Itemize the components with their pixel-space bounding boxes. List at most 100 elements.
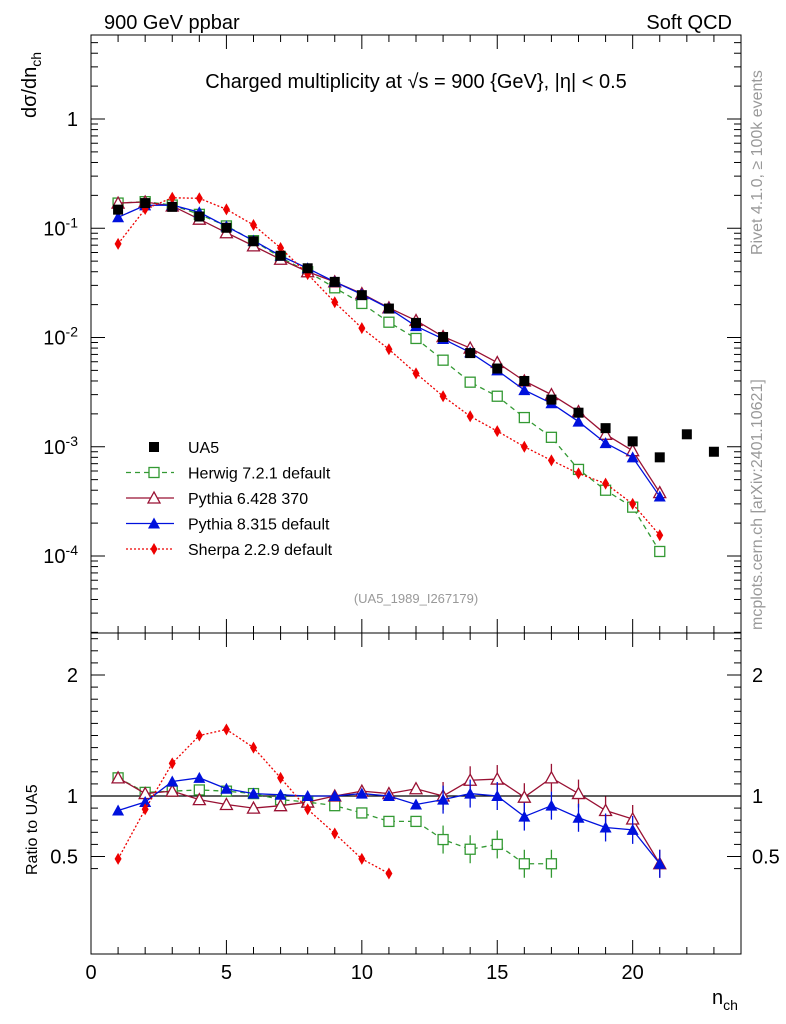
data-point	[439, 390, 447, 403]
data-point	[250, 219, 257, 232]
data-point	[656, 529, 664, 542]
data-point	[437, 354, 449, 366]
ratio-point	[653, 857, 666, 869]
legend-item: Sherpa 2.2.9 default	[126, 542, 333, 559]
ratio-point	[112, 804, 125, 816]
data-point	[383, 316, 395, 328]
data-point	[248, 236, 259, 247]
ratio-point	[139, 796, 152, 808]
ratio-point	[304, 803, 312, 816]
ratio-point	[518, 858, 530, 870]
ratio-point	[247, 787, 260, 799]
legend-marker	[148, 517, 160, 529]
data-point	[493, 425, 501, 438]
data-point	[491, 390, 503, 402]
data-point	[626, 451, 639, 463]
data-point	[466, 410, 474, 423]
data-point	[600, 423, 611, 434]
data-point	[653, 490, 666, 502]
ratio-point	[165, 783, 180, 797]
ratio-y-tick-label-right: 0.5	[752, 847, 780, 869]
y-tick-label: 10-2	[43, 324, 78, 350]
data-point	[331, 296, 339, 309]
ratio-point	[329, 800, 341, 812]
ratio-herwig-7-2-1-default	[112, 772, 558, 878]
main-plot-data	[110, 191, 719, 558]
ratio-point	[572, 811, 585, 823]
ratio-y-tick-label: 0.5	[50, 847, 78, 869]
ratio-point	[408, 781, 424, 795]
legend-label: Sherpa 2.2.9 default	[188, 542, 333, 559]
ratio-point	[385, 867, 393, 880]
legend-marker	[150, 543, 158, 555]
data-point	[708, 446, 719, 457]
data-point	[492, 363, 503, 374]
ratio-y-tick-label-right: 2	[752, 665, 763, 687]
y-tick-label: 1	[67, 109, 78, 131]
data-point	[275, 250, 286, 261]
ratio-y-tick-label: 1	[67, 786, 78, 808]
data-point	[112, 211, 125, 223]
ratio-point	[382, 790, 395, 801]
ratio-point	[437, 793, 450, 805]
data-point	[383, 303, 394, 314]
data-point	[654, 545, 666, 558]
ratio-point	[195, 729, 203, 742]
data-point	[438, 332, 449, 343]
legend: UA5 Herwig 7.2.1 default Pythia 6.428 370 P…	[126, 440, 333, 559]
data-point	[573, 407, 584, 418]
ratio-point	[277, 771, 285, 784]
legend-marker	[148, 466, 160, 479]
ratio-point	[114, 852, 122, 865]
ratio-point	[166, 775, 179, 787]
ratio-point	[437, 833, 449, 846]
ratio-pythia-8-315-default	[112, 771, 666, 878]
ratio-point	[626, 823, 639, 835]
header-right: Soft QCD	[646, 12, 732, 34]
ratio-point	[464, 787, 477, 799]
data-point	[221, 222, 232, 233]
ratio-point	[355, 787, 368, 799]
legend-label: Herwig 7.2.1 default	[188, 466, 331, 483]
legend-item: Pythia 6.428 370	[126, 490, 308, 508]
ratio-point	[246, 800, 261, 814]
ratio-point	[410, 798, 422, 810]
svg-text:dσ/dnch: dσ/dnch	[19, 52, 44, 118]
data-point	[520, 440, 528, 453]
ratio-point	[571, 786, 586, 800]
x-tick-label: 0	[85, 962, 96, 984]
x-tick-label: 10	[351, 962, 373, 984]
ratio-y-axis-label: Ratio to UA5	[24, 784, 41, 875]
side-note-rivet: Rivet 4.1.0, ≥ 100k events	[749, 70, 766, 255]
data-point	[629, 497, 637, 510]
ratio-point	[331, 827, 339, 840]
ratio-point	[141, 803, 149, 816]
data-point	[519, 375, 530, 386]
ratio-point	[192, 792, 207, 806]
ratio-point	[518, 810, 531, 822]
data-point	[547, 454, 555, 467]
data-point	[627, 436, 638, 447]
legend-marker	[146, 490, 162, 504]
ratio-point	[110, 770, 126, 784]
data-point	[195, 192, 203, 205]
ratio-point	[274, 788, 287, 800]
data-point	[572, 415, 585, 427]
ratio-point	[168, 757, 176, 770]
y-axis-label: dσ/dnch	[19, 52, 44, 118]
data-point	[113, 204, 124, 215]
ratio-point	[219, 797, 234, 811]
ratio-point	[491, 790, 504, 801]
data-point	[545, 431, 558, 443]
data-point	[385, 343, 393, 356]
data-point	[546, 394, 557, 405]
ratio-point	[356, 807, 368, 819]
data-point	[194, 211, 205, 222]
ratio-point	[273, 798, 288, 812]
ratio-y-tick-label-right: 1	[752, 786, 763, 808]
ratio-point	[222, 723, 230, 736]
ratio-point	[544, 770, 559, 784]
series-line	[117, 197, 661, 536]
data-point	[464, 376, 476, 388]
x-axis-label: nch	[712, 987, 738, 1013]
